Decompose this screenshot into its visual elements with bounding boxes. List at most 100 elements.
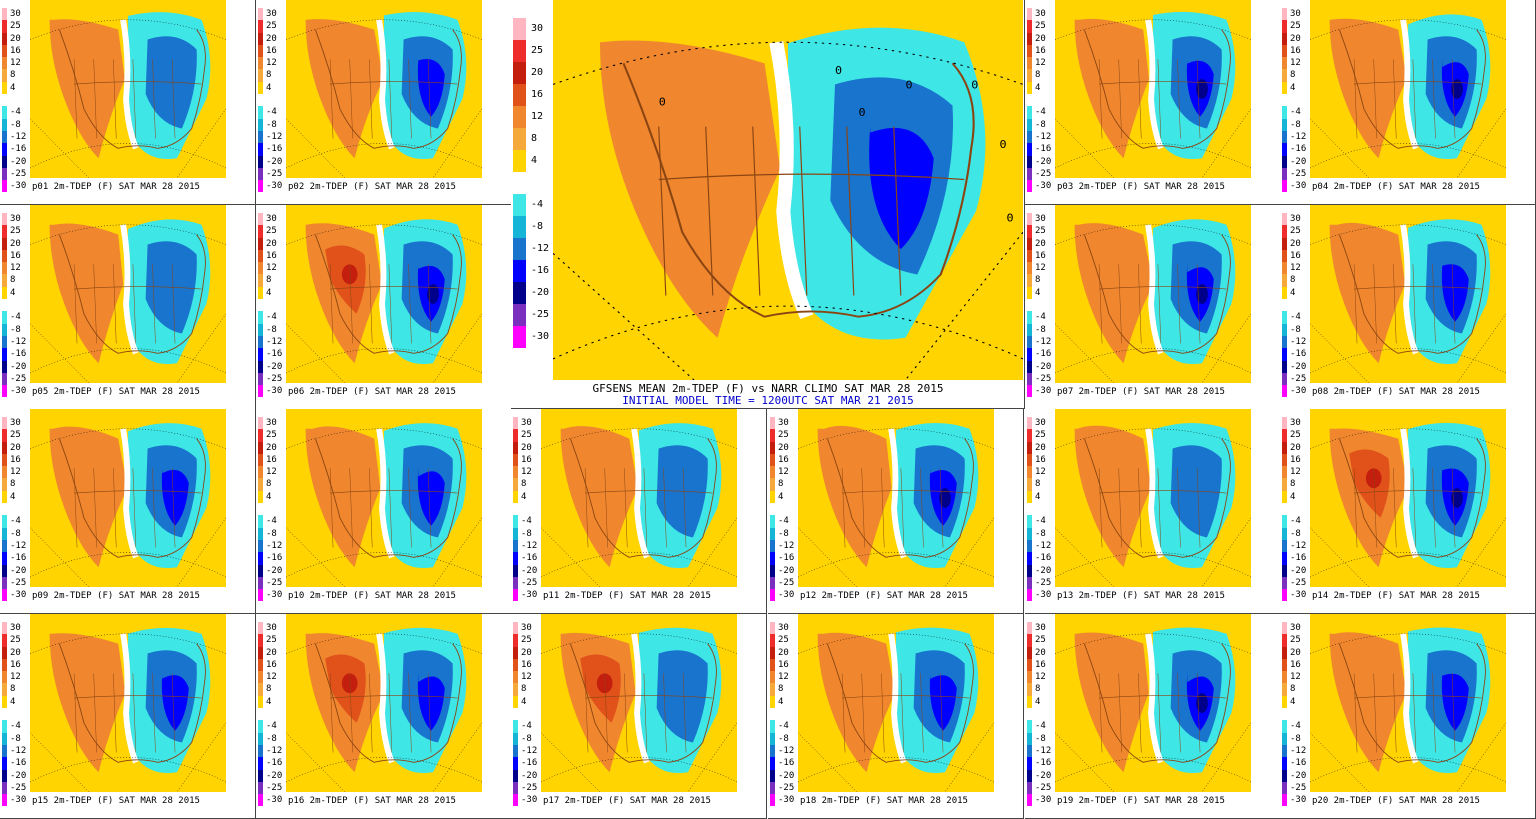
legend-level-label: 4 <box>778 696 784 707</box>
legend-level-label: -4 <box>1035 721 1046 732</box>
longitude-line <box>1310 732 1369 792</box>
neutral-band <box>120 428 139 559</box>
legend-swatch: -16 <box>513 260 549 282</box>
legend-swatch: -25 <box>258 167 282 181</box>
warm-core <box>1094 245 1135 314</box>
state-border <box>171 673 176 753</box>
legend-swatch: -16 <box>2 143 26 156</box>
legend-level-label: 4 <box>266 491 272 502</box>
legend-swatch: 8 <box>513 478 526 491</box>
neutral-band <box>1400 633 1419 764</box>
legend-level-label: -16 <box>1035 758 1052 769</box>
warm-max <box>341 673 358 694</box>
state-border <box>1098 59 1103 139</box>
legend-level-label: 4 <box>10 287 16 298</box>
state-border <box>73 59 78 139</box>
member-map <box>286 409 482 587</box>
member-panel: 30 25 20 16 12 8 4 -4 -8 -12 -16 -20 -25 -30 p03 2m-TD… <box>1025 0 1281 205</box>
latitude-line <box>1310 19 1506 40</box>
latitude-line <box>541 428 737 449</box>
legend-swatch: -25 <box>1027 372 1051 386</box>
state-border <box>643 673 648 753</box>
legend-swatch: -20 <box>258 769 282 782</box>
state-border <box>1177 468 1181 548</box>
legend-swatch: 30 <box>1027 8 1046 21</box>
legend-swatch: -8 <box>1282 527 1301 540</box>
legend-level-label: -20 <box>10 770 27 781</box>
warm-core <box>69 449 110 518</box>
legend-level-label: -12 <box>1290 540 1307 551</box>
neutral-band <box>769 41 814 320</box>
legend-level-label: 30 <box>1290 623 1301 633</box>
legend-level-label: 4 <box>266 696 272 707</box>
legend-level-label: -16 <box>1035 144 1052 155</box>
legend-swatch: 20 <box>258 646 277 659</box>
state-border <box>1432 468 1436 548</box>
legend-swatch: 30 <box>513 417 532 430</box>
member-label: p07 2m-TDEP (F) SAT MAR 28 2015 <box>1057 387 1225 397</box>
legend-swatch: 8 <box>258 274 271 287</box>
legend-swatch: -20 <box>1027 155 1051 168</box>
legend-swatch: -30 <box>513 794 537 807</box>
legend-level-label: -16 <box>1290 349 1307 360</box>
legend-level-label: 30 <box>531 23 544 34</box>
member-label: p04 2m-TDEP (F) SAT MAR 28 2015 <box>1312 182 1480 192</box>
legend-swatch: 20 <box>1027 441 1046 454</box>
warm-core <box>647 86 745 233</box>
legend-swatch: -12 <box>258 130 282 144</box>
legend-swatch: -25 <box>2 372 26 386</box>
legend-level-label: 4 <box>521 491 527 502</box>
legend-level-label: -25 <box>266 373 283 384</box>
legend-swatch: 16 <box>1282 44 1301 58</box>
legend-swatch: -25 <box>258 781 282 795</box>
legend-level-label: 4 <box>778 491 784 502</box>
color-legend: 30 25 20 16 12 8 4 -4 -8 -12 -16 -20 -25 -30 <box>258 8 286 193</box>
legend-swatch: -25 <box>770 781 794 795</box>
member-map <box>30 205 226 383</box>
legend-level-label: -20 <box>778 565 795 576</box>
legend-swatch: -16 <box>513 552 537 565</box>
legend-level-label: 12 <box>1035 672 1046 683</box>
state-border <box>900 468 905 548</box>
legend-swatch: 16 <box>2 249 21 263</box>
us-canada-border <box>1354 695 1482 699</box>
legend-level-label: 4 <box>1290 696 1296 707</box>
color-legend: 30 25 20 16 12 8 4 -4 -8 -12 -16 -20 -25 -30 <box>770 622 798 807</box>
legend-swatch: 8 <box>2 683 15 696</box>
legend-swatch: -16 <box>770 757 794 770</box>
legend-swatch: -12 <box>258 335 282 349</box>
legend-level-label: 12 <box>266 467 277 478</box>
legend-swatch: 30 <box>1282 8 1301 21</box>
legend-swatch: 16 <box>258 249 277 263</box>
legend-swatch: 16 <box>1027 453 1046 467</box>
legend-level-label: -25 <box>778 782 795 793</box>
legend-swatch: -20 <box>770 564 794 577</box>
legend-swatch: 16 <box>1282 249 1301 263</box>
temperature-anomaly-map <box>798 614 994 792</box>
legend-swatch: 16 <box>513 453 532 467</box>
legend-level-label: 25 <box>10 21 21 32</box>
member-map <box>30 0 226 178</box>
legend-level-label: 8 <box>1035 70 1041 81</box>
legend-swatch: -8 <box>258 118 277 131</box>
state-border <box>369 264 373 344</box>
legend-level-label: -25 <box>10 373 27 384</box>
color-legend: 30 25 20 16 12 8 4 -4 -8 -12 -16 -20 -25 -30 <box>258 213 286 398</box>
state-border <box>369 468 373 548</box>
legend-level-label: 12 <box>778 467 789 478</box>
legend-swatch: 8 <box>1282 69 1295 82</box>
us-canada-border <box>330 490 458 494</box>
legend-swatch: -30 <box>1027 385 1051 398</box>
legend-swatch <box>2 94 7 107</box>
legend-swatch: -12 <box>258 539 282 553</box>
legend-level-label: -12 <box>778 745 795 756</box>
legend-swatch: -16 <box>1282 757 1306 770</box>
legend-level-label: -8 <box>521 528 532 539</box>
member-map <box>286 614 482 792</box>
legend-swatch: -4 <box>258 720 277 733</box>
legend-swatch: 20 <box>1282 237 1301 250</box>
legend-level-label: 25 <box>778 635 789 646</box>
legend-level-label: -20 <box>10 156 27 167</box>
legend-swatch: 30 <box>770 622 789 635</box>
cold-core <box>161 468 189 526</box>
